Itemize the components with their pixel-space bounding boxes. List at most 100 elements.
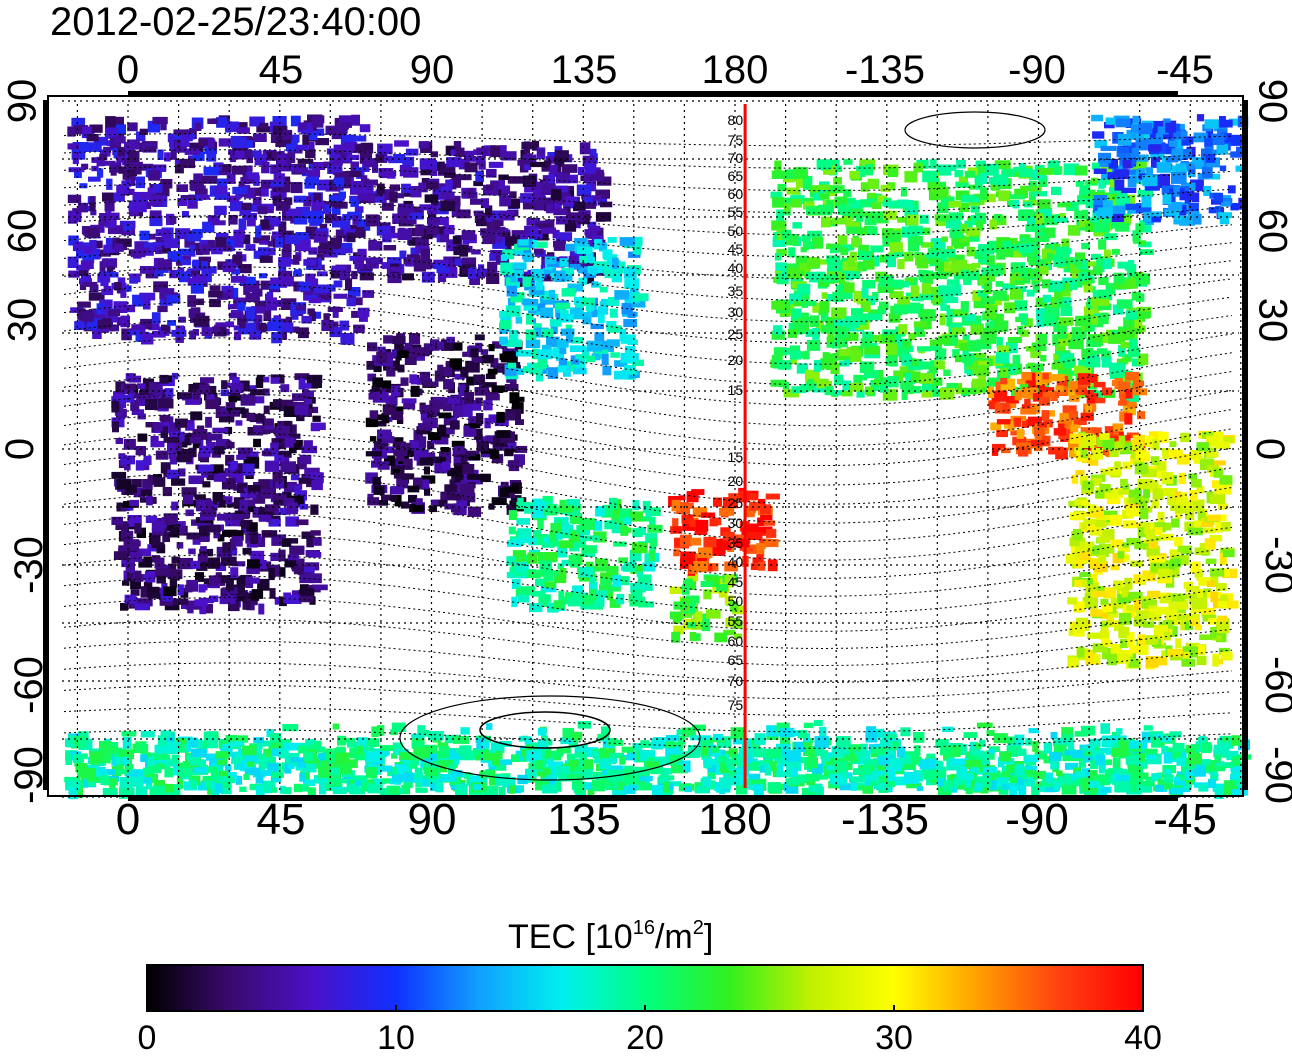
tec-cell xyxy=(531,590,546,597)
tec-cell xyxy=(631,542,648,554)
tec-cell xyxy=(103,146,112,154)
tec-cell xyxy=(1099,312,1109,325)
tec-cell xyxy=(258,273,268,279)
tec-cell xyxy=(284,197,293,205)
tec-cell xyxy=(214,205,227,216)
tec-cell xyxy=(313,192,322,205)
tec-cell xyxy=(973,352,987,359)
tec-cell xyxy=(1093,590,1107,598)
tec-cell xyxy=(490,145,503,158)
tec-cell xyxy=(1108,187,1121,198)
tec-cell xyxy=(930,159,937,169)
tec-cell xyxy=(504,448,514,457)
tec-cell xyxy=(700,739,714,751)
tec-cell xyxy=(235,420,243,426)
tec-cell xyxy=(1079,437,1095,448)
tec-cell xyxy=(1229,118,1240,126)
tec-cell xyxy=(1019,267,1032,278)
tec-cell xyxy=(606,565,619,577)
tec-cell xyxy=(365,417,378,428)
tec-cell xyxy=(1035,308,1045,320)
tec-cell xyxy=(470,198,484,205)
tec-cell xyxy=(971,263,981,269)
tec-cell xyxy=(331,133,342,140)
tec-cell xyxy=(1122,542,1129,548)
tec-cell xyxy=(962,334,970,343)
tec-cell xyxy=(211,220,226,226)
tec-cell xyxy=(1090,297,1098,308)
tec-cell xyxy=(560,313,574,323)
tec-cell xyxy=(686,491,699,503)
tec-cell xyxy=(928,366,938,374)
tec-cell xyxy=(885,343,898,355)
tec-cell xyxy=(1094,140,1107,149)
tec-cell xyxy=(189,436,201,444)
tec-cell xyxy=(1068,411,1079,420)
tec-cell xyxy=(1020,314,1028,326)
tec-cell xyxy=(569,174,578,184)
tec-cell xyxy=(133,161,143,168)
tec-cell xyxy=(825,294,836,302)
tec-cell xyxy=(513,250,524,256)
tec-cell xyxy=(1171,518,1180,528)
tec-cell xyxy=(492,341,508,349)
tec-cell xyxy=(1074,210,1088,220)
tec-cell xyxy=(89,124,103,133)
tec-cell xyxy=(262,530,278,537)
tec-cell xyxy=(199,602,206,615)
tec-cell xyxy=(855,165,866,177)
tec-cell xyxy=(1079,551,1091,561)
tec-cell xyxy=(67,256,79,268)
tec-cell xyxy=(1073,601,1085,613)
tec-cell xyxy=(147,475,154,485)
tec-cell xyxy=(535,281,544,291)
tec-cell xyxy=(1062,405,1077,415)
tec-cell xyxy=(177,468,186,477)
tec-cell xyxy=(393,473,410,479)
tec-cell xyxy=(131,409,144,415)
tec-cell xyxy=(1192,213,1202,225)
tec-cell xyxy=(112,421,119,433)
tec-cell xyxy=(1207,465,1220,473)
tec-cell xyxy=(941,236,948,242)
tec-cell xyxy=(205,516,214,527)
tec-cell xyxy=(465,450,476,457)
tec-cell xyxy=(632,743,643,751)
tec-cell xyxy=(206,469,220,481)
tec-cell xyxy=(624,517,632,525)
tec-cell xyxy=(130,589,140,596)
tec-cell xyxy=(368,194,376,203)
tec-cell xyxy=(156,544,166,554)
tec-cell xyxy=(189,330,197,340)
tec-cell xyxy=(537,520,544,530)
tec-cell xyxy=(614,370,629,380)
tec-cell xyxy=(833,177,842,185)
tec-cell xyxy=(192,329,199,336)
tec-cell xyxy=(270,442,279,453)
tec-cell xyxy=(184,148,201,155)
tec-cell xyxy=(231,268,241,275)
tec-cell xyxy=(505,236,517,246)
tec-cell xyxy=(1132,380,1142,387)
tec-cell xyxy=(107,225,124,235)
tec-cell xyxy=(1217,119,1233,128)
tec-cell xyxy=(210,464,224,473)
tec-cell xyxy=(239,205,251,216)
tec-cell xyxy=(624,291,640,304)
tec-cell xyxy=(1162,194,1172,204)
tec-cell xyxy=(633,293,649,302)
tec-cell xyxy=(579,255,588,264)
tec-cell xyxy=(462,464,475,474)
tec-cell xyxy=(524,502,534,514)
tec-cell xyxy=(192,539,201,545)
tec-cell xyxy=(545,156,559,164)
tec-cell xyxy=(611,525,628,534)
tec-cell xyxy=(949,229,964,239)
tec-cell xyxy=(93,240,103,249)
tec-cell xyxy=(1143,211,1152,223)
tec-cell xyxy=(612,575,622,587)
tec-cell xyxy=(837,204,851,215)
tec-cell xyxy=(186,532,200,540)
tec-cell xyxy=(860,301,871,312)
tec-cell xyxy=(152,330,166,338)
